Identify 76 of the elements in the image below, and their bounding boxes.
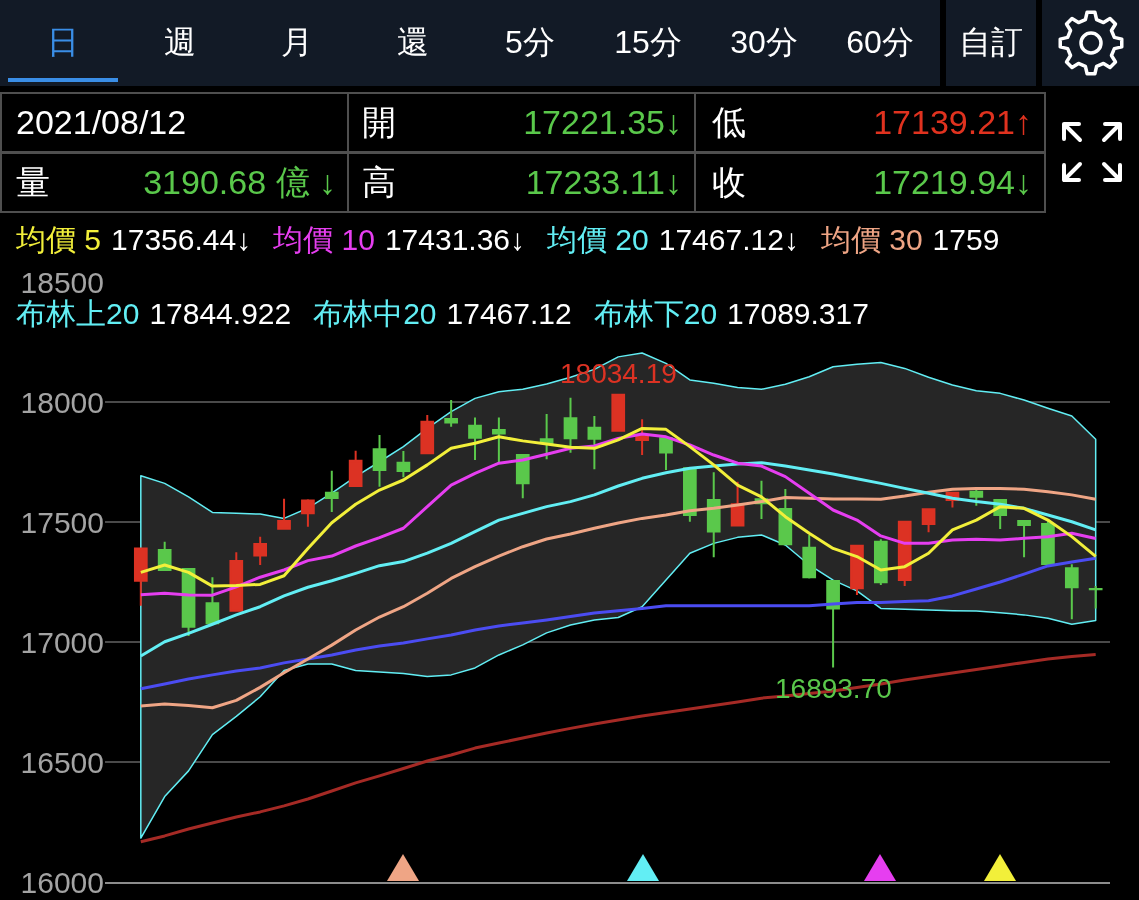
y-tick-label: 18000 [20, 385, 104, 419]
text: 日 [47, 23, 79, 61]
candlestick [396, 449, 411, 479]
text: 5分 [505, 23, 555, 61]
candlestick [492, 416, 506, 464]
candlestick [324, 469, 339, 513]
candlestick [420, 413, 435, 455]
candlestick [1064, 563, 1079, 621]
line-series [139, 652, 1098, 844]
candlestick [515, 454, 530, 500]
text: 低 [712, 103, 746, 143]
text: 17139.21↑ [873, 103, 1032, 143]
annotation: 布林上20 [16, 296, 140, 332]
candlestick [706, 471, 721, 559]
candlestick [277, 497, 291, 530]
text: 高 [362, 163, 396, 203]
annotation: 18034.19 [560, 358, 677, 389]
text: 15分 [614, 23, 682, 61]
candlestick [921, 508, 936, 534]
line-series [139, 486, 1098, 710]
text: 均價 20 [547, 222, 649, 258]
candlestick [1088, 585, 1103, 610]
candlestick [873, 538, 888, 586]
candlestick [372, 434, 387, 488]
text: 開 [362, 103, 396, 143]
candlestick [205, 576, 220, 625]
candlestick [826, 580, 840, 669]
text: 自訂 [959, 23, 1023, 61]
candlestick [539, 413, 554, 461]
text: 還 [397, 23, 429, 61]
annotation: 布林中20 [313, 296, 437, 332]
candlestick [444, 399, 458, 428]
candlestick [563, 396, 578, 454]
candlestick [802, 533, 817, 580]
candlestick [1017, 519, 1031, 559]
annotation: 布林下20 [593, 296, 718, 332]
text: 收 [712, 163, 746, 203]
candlestick [683, 467, 697, 523]
text: 17233.11↓ [525, 163, 682, 203]
y-tick-label: 16000 [20, 865, 104, 899]
annotation: 17844.922 [149, 296, 292, 332]
candlestick [611, 392, 626, 432]
text: 17356.44↓ [111, 222, 252, 258]
text: 月 [281, 23, 313, 61]
text: 17221.35↓ [523, 103, 682, 143]
candlestick [301, 498, 315, 528]
text: 17431.36↓ [384, 222, 526, 258]
candlestick [659, 437, 673, 471]
candlestick [850, 544, 864, 596]
annotation: 17467.12 [446, 296, 572, 332]
text: 均價 10 [273, 222, 375, 258]
text: 17219.94↓ [873, 163, 1032, 203]
text: 1759 [932, 222, 1000, 258]
candlestick [635, 418, 649, 457]
y-tick-label: 18500 [20, 265, 104, 299]
text: 週 [164, 23, 196, 61]
text: 30分 [730, 23, 798, 61]
candlestick [348, 449, 363, 487]
candlestick [468, 416, 482, 462]
text: 均價 30 [820, 222, 923, 258]
candlestick [969, 489, 984, 507]
y-tick-label: 17500 [20, 505, 104, 539]
candlestick [1041, 519, 1055, 565]
text: 2021/08/12 [16, 103, 187, 143]
text: 均價 5 [16, 222, 102, 258]
text: 17467.12↓ [658, 222, 799, 258]
text: 60分 [846, 23, 914, 61]
text: 3190.68 億 ↓ [143, 163, 336, 203]
y-tick-label: 17000 [20, 625, 104, 659]
candlestick [253, 535, 268, 566]
y-tick-label: 16500 [20, 745, 104, 779]
candlestick [133, 547, 148, 607]
candlestick [587, 414, 602, 471]
annotation: 17089.317 [727, 296, 869, 332]
candlestick [229, 551, 244, 612]
text: 量 [16, 163, 50, 203]
